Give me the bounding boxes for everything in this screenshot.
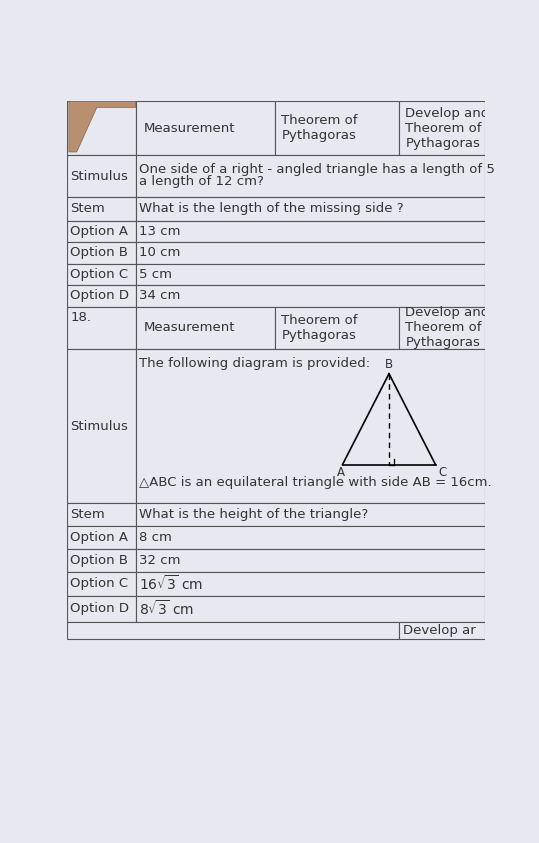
Bar [67,595,136,622]
Bar [67,101,136,155]
Bar [136,101,275,155]
Bar [67,242,136,264]
Text: One side of a right - angled triangle has a length of 5: One side of a right - angled triangle ha… [140,163,495,175]
Text: 34 cm: 34 cm [140,289,181,303]
Bar [136,526,485,550]
Text: Stem: Stem [70,508,105,521]
Bar [67,307,136,349]
Bar [67,264,136,285]
Text: A: A [337,466,345,479]
Bar [67,503,136,526]
Text: Stimulus: Stimulus [70,420,128,432]
Bar [275,101,399,155]
Bar [136,503,485,526]
Bar [136,285,485,307]
Text: Option A: Option A [70,531,128,545]
Text: Stimulus: Stimulus [70,169,128,183]
Text: The following diagram is provided:: The following diagram is provided: [140,357,371,370]
Text: Option C: Option C [70,577,128,590]
Bar [67,622,399,639]
Bar [136,349,485,503]
Bar [136,264,485,285]
Bar [399,307,485,349]
Bar [136,242,485,264]
Bar [399,622,485,639]
Bar [67,221,136,242]
Bar [136,550,485,572]
Text: $8\sqrt{3}$ cm: $8\sqrt{3}$ cm [140,599,195,619]
Bar [275,307,399,349]
Bar [67,349,136,503]
Bar [399,101,485,155]
Text: 10 cm: 10 cm [140,246,181,260]
Bar [67,285,136,307]
Bar [67,526,136,550]
Bar [67,550,136,572]
Text: △ABC is an equilateral triangle with side AB = 16cm.: △ABC is an equilateral triangle with sid… [140,476,492,489]
Text: 5 cm: 5 cm [140,268,172,281]
Bar [136,221,485,242]
Text: a length of 12 cm?: a length of 12 cm? [140,175,264,188]
Text: Option B: Option B [70,246,128,260]
Bar [136,572,485,595]
Text: 13 cm: 13 cm [140,225,181,238]
Text: Develop ar: Develop ar [403,625,476,637]
Text: Stem: Stem [70,202,105,216]
Text: $16\sqrt{3}$ cm: $16\sqrt{3}$ cm [140,574,204,593]
Bar [67,197,136,221]
Text: Option A: Option A [70,225,128,238]
Text: 18.: 18. [71,311,92,325]
Text: Measurement: Measurement [143,321,235,335]
Bar [67,155,136,197]
Text: 32 cm: 32 cm [140,555,181,567]
Bar [67,572,136,595]
Bar [136,307,275,349]
Bar [136,197,485,221]
Text: What is the length of the missing side ?: What is the length of the missing side ? [140,202,404,216]
Text: Theorem of
Pythagoras: Theorem of Pythagoras [281,114,358,142]
Text: Option B: Option B [70,555,128,567]
Text: B: B [385,357,393,371]
Text: Develop and u
Theorem of
Pythagoras: Develop and u Theorem of Pythagoras [405,106,502,149]
Text: Option C: Option C [70,268,128,281]
Text: 8 cm: 8 cm [140,531,172,545]
Text: Option D: Option D [70,603,129,615]
Bar [136,155,485,197]
Text: C: C [439,466,447,479]
Text: Option D: Option D [70,289,129,303]
Text: Develop and use t
Theorem of
Pythagoras: Develop and use t Theorem of Pythagoras [405,306,527,350]
Text: What is the height of the triangle?: What is the height of the triangle? [140,508,369,521]
Text: Measurement: Measurement [143,121,235,135]
Polygon shape [69,101,136,152]
Bar [136,595,485,622]
Text: Theorem of
Pythagoras: Theorem of Pythagoras [281,314,358,342]
